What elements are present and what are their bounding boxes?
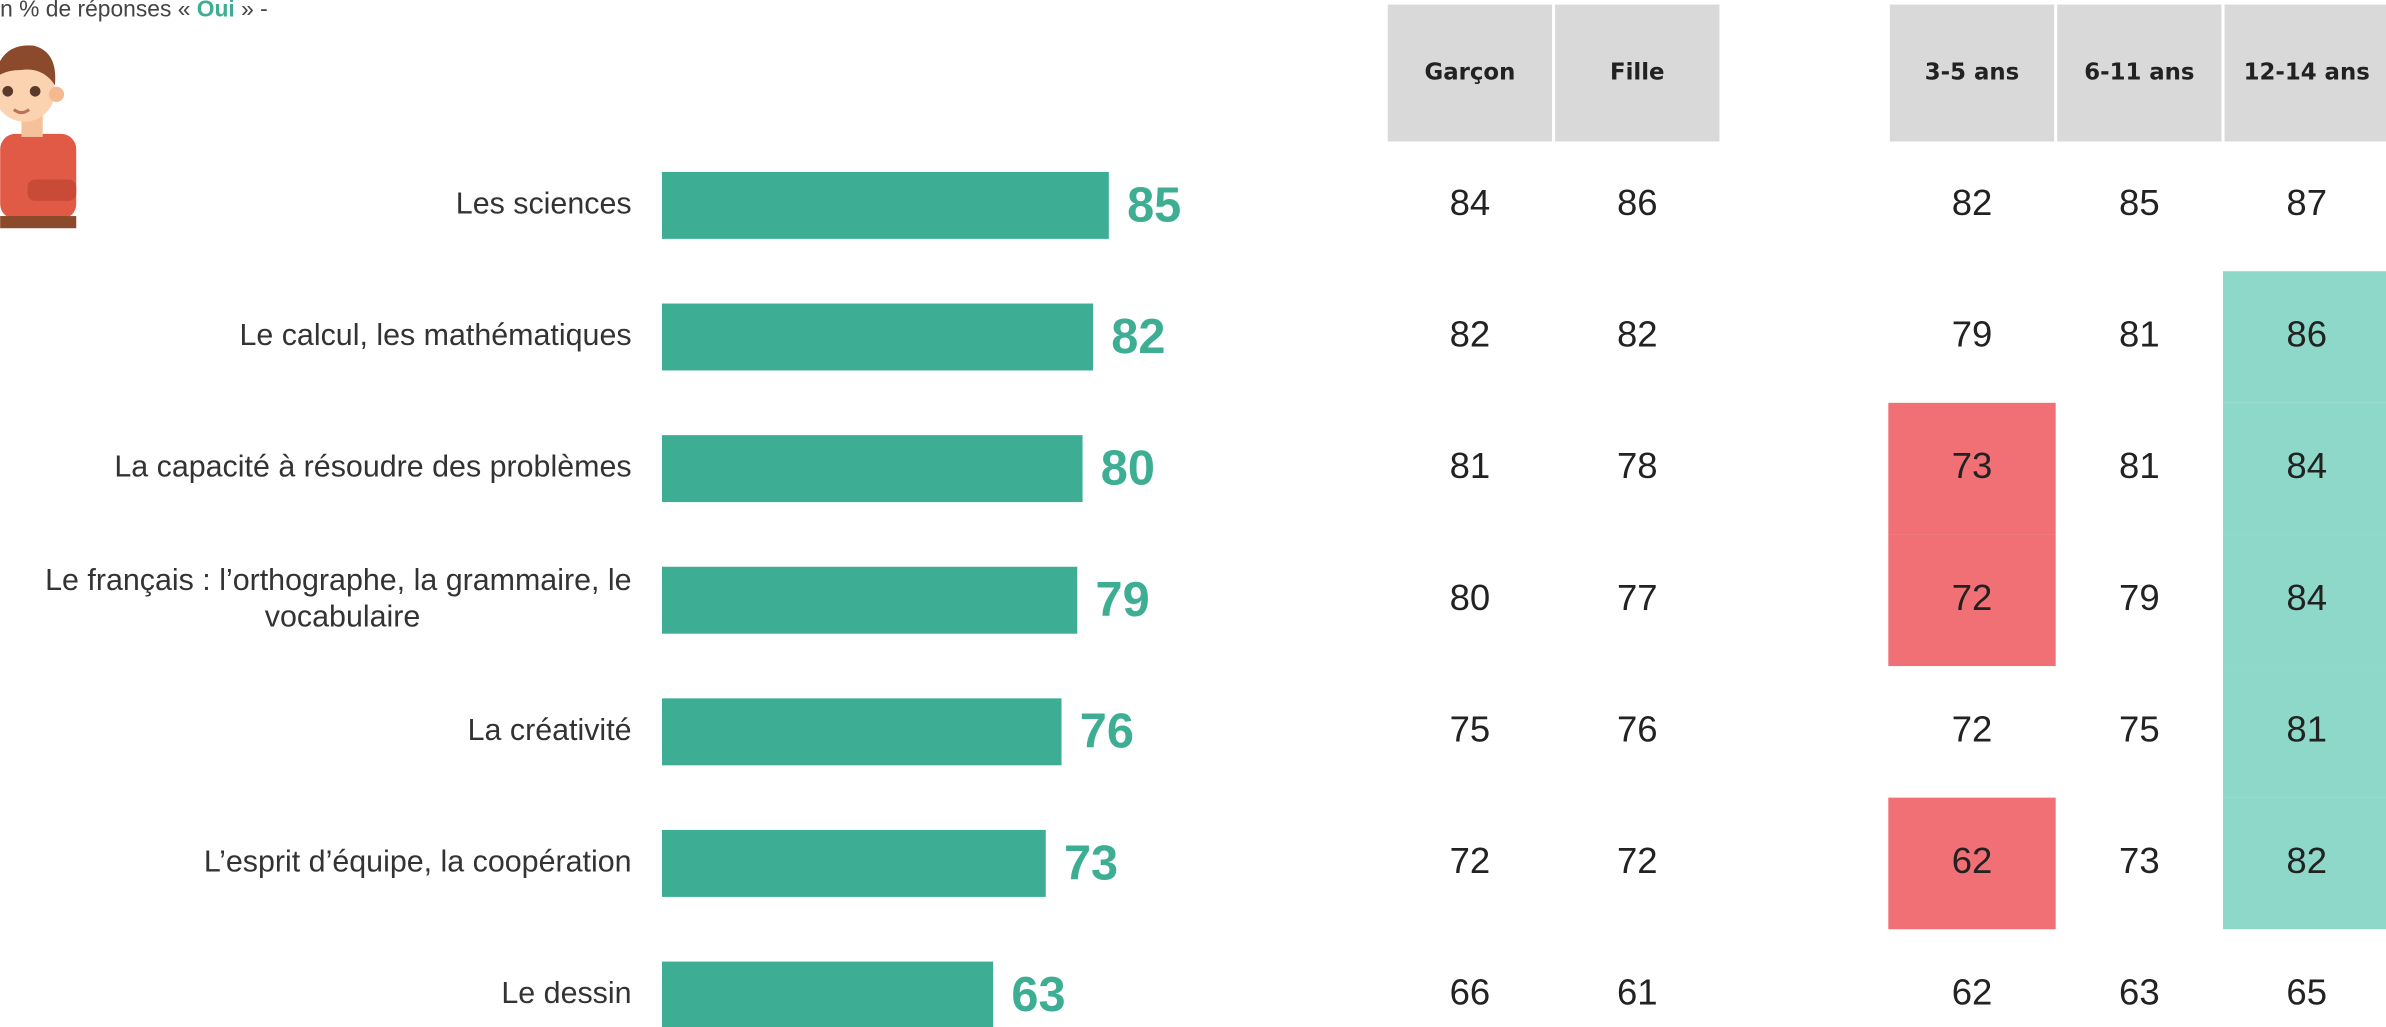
category-label: Les sciences bbox=[456, 186, 632, 220]
table-cell: 65 bbox=[2286, 972, 2327, 1013]
table-cell: 73 bbox=[2119, 840, 2160, 881]
table-cell: 86 bbox=[2286, 314, 2327, 355]
label-line: Le français : l’orthographe, la grammair… bbox=[45, 563, 631, 597]
value-label: 63 bbox=[1011, 968, 1065, 1022]
label-line: vocabulaire bbox=[256, 600, 420, 634]
value-label: 80 bbox=[1101, 442, 1155, 496]
table-cell: 77 bbox=[1617, 577, 1658, 618]
column-header: 6-11 ans bbox=[2084, 60, 2194, 86]
table-cell: 62 bbox=[1952, 840, 1993, 881]
table-cell: 79 bbox=[2119, 577, 2160, 618]
column-header: 3-5 ans bbox=[1925, 60, 2019, 86]
subtitle: n % de réponses « Oui » - bbox=[0, 0, 268, 22]
value-label: 79 bbox=[1096, 573, 1150, 627]
bar bbox=[662, 304, 1093, 371]
table-cell: 87 bbox=[2286, 182, 2327, 223]
category-label: Le calcul, les mathématiques bbox=[239, 318, 631, 352]
category-label: Le français : l’orthographe, la grammair… bbox=[45, 563, 631, 634]
value-label: 76 bbox=[1080, 705, 1134, 759]
table-cell: 75 bbox=[2119, 708, 2160, 749]
table-cell: 62 bbox=[1952, 972, 1993, 1013]
value-label: 73 bbox=[1064, 836, 1118, 890]
subtitle-part: » - bbox=[235, 0, 268, 22]
table-cell: 86 bbox=[1617, 182, 1658, 223]
table-cell: 81 bbox=[1450, 445, 1491, 486]
table-cell: 84 bbox=[1450, 182, 1491, 223]
table-cell: 82 bbox=[2286, 840, 2327, 881]
table-cell: 85 bbox=[2119, 182, 2160, 223]
table-cell: 80 bbox=[1450, 577, 1491, 618]
bar bbox=[662, 830, 1046, 897]
table-cell: 72 bbox=[1450, 840, 1491, 881]
column-header: 12-14 ans bbox=[2244, 60, 2370, 86]
category-label: La créativité bbox=[468, 713, 632, 747]
table-cell: 63 bbox=[2119, 972, 2160, 1013]
table-cell: 79 bbox=[1952, 314, 1993, 355]
value-label: 82 bbox=[1111, 310, 1165, 364]
table-cell: 76 bbox=[1617, 708, 1658, 749]
subtitle-part: n % de réponses « bbox=[0, 0, 197, 22]
table-cell: 82 bbox=[1617, 314, 1658, 355]
bar bbox=[662, 962, 993, 1027]
table-cell: 72 bbox=[1617, 840, 1658, 881]
table-cell: 75 bbox=[1450, 708, 1491, 749]
table-cell: 84 bbox=[2286, 445, 2327, 486]
table-cell: 81 bbox=[2119, 314, 2160, 355]
category-label: La capacité à résoudre des problèmes bbox=[114, 450, 631, 484]
subtitle-part: Oui bbox=[197, 0, 235, 22]
table-cell: 61 bbox=[1617, 972, 1658, 1013]
table-cell: 81 bbox=[2119, 445, 2160, 486]
child-icon bbox=[0, 45, 76, 228]
bar bbox=[662, 435, 1083, 502]
value-label: 85 bbox=[1127, 178, 1181, 232]
table-cell: 73 bbox=[1952, 445, 1993, 486]
category-label: L’esprit d’équipe, la coopération bbox=[204, 844, 632, 878]
bar bbox=[662, 567, 1077, 634]
table-cell: 82 bbox=[1952, 182, 1993, 223]
table-cell: 82 bbox=[1450, 314, 1491, 355]
bar bbox=[662, 172, 1109, 239]
table-cell: 72 bbox=[1952, 708, 1993, 749]
table-cell: 84 bbox=[2286, 577, 2327, 618]
bar bbox=[662, 698, 1062, 765]
category-label: Le dessin bbox=[501, 976, 631, 1010]
table-cell: 81 bbox=[2286, 708, 2327, 749]
table-cell: 72 bbox=[1952, 577, 1993, 618]
table-cell: 66 bbox=[1450, 972, 1491, 1013]
column-header: Garçon bbox=[1425, 60, 1516, 86]
column-header: Fille bbox=[1610, 60, 1665, 86]
table-cell: 78 bbox=[1617, 445, 1658, 486]
